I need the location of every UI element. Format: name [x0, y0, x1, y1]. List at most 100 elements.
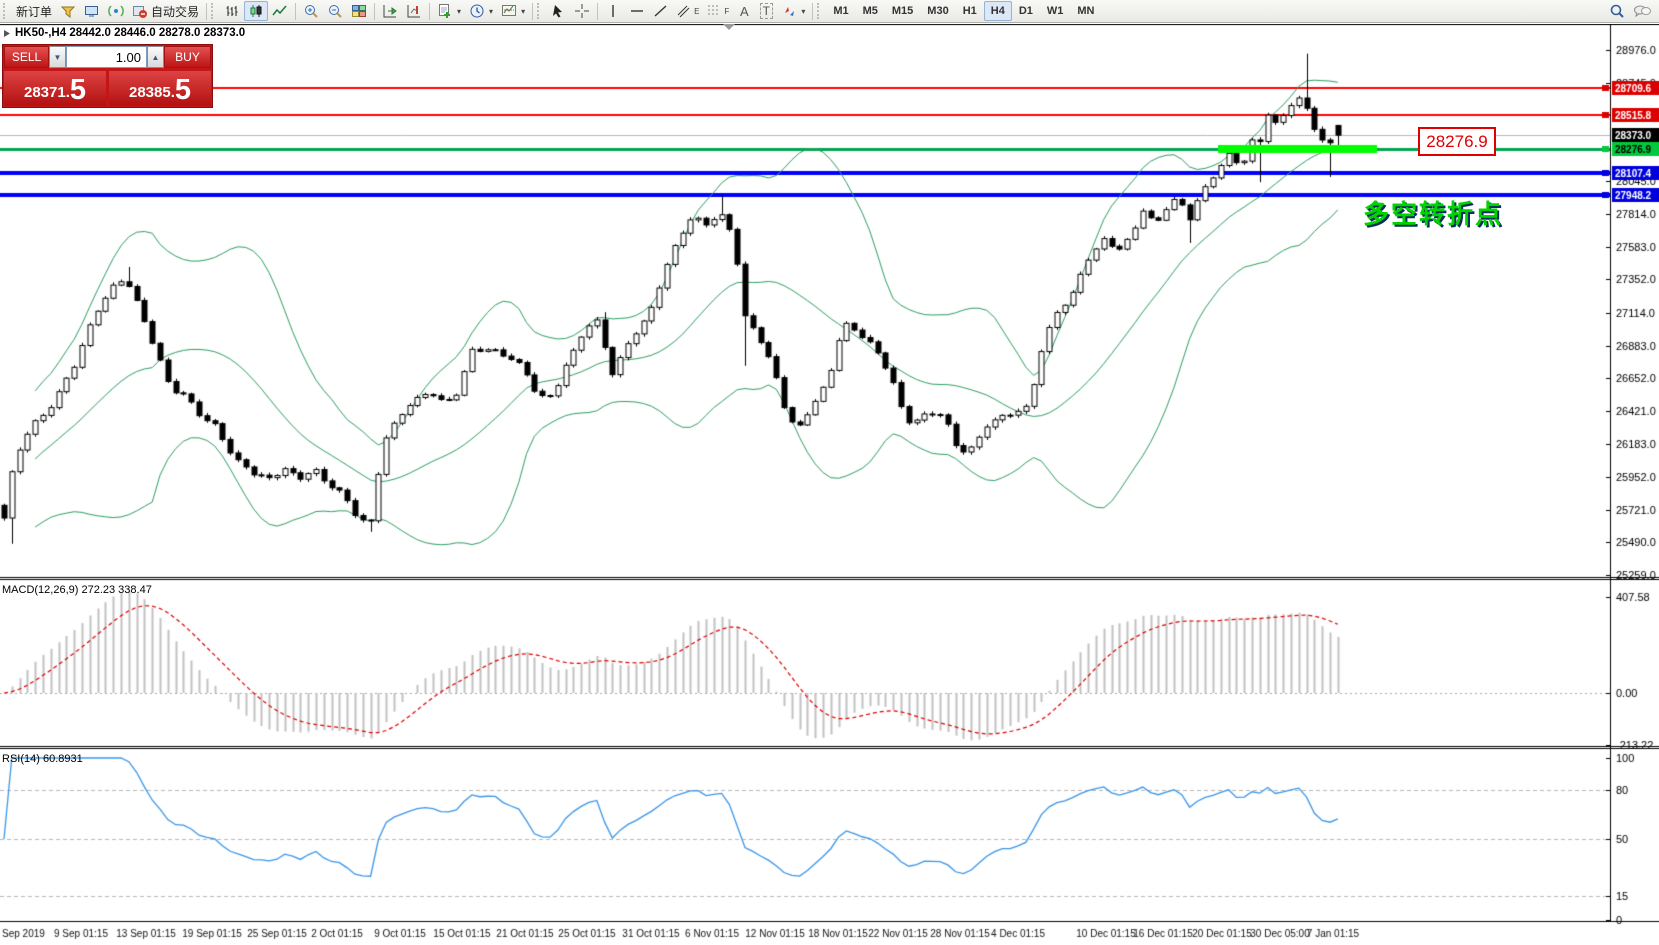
label-tool-glyph: T: [759, 3, 773, 19]
period-clock-button[interactable]: ▾: [465, 1, 497, 21]
fibonacci-icon: [708, 5, 720, 15]
sell-price[interactable]: 28371. 5: [4, 71, 106, 106]
sell-button[interactable]: SELL: [4, 46, 49, 68]
toolbar-separator: [429, 2, 431, 20]
auto-scroll-icon: [383, 5, 397, 18]
timeframe-button-M5[interactable]: M5: [856, 1, 885, 21]
candlestick-chart-button[interactable]: [244, 1, 269, 21]
trendline-icon: [654, 5, 667, 17]
zoom-in-button[interactable]: [299, 1, 323, 21]
funnel-button[interactable]: [56, 1, 80, 21]
fibo-glyph: F: [724, 6, 730, 16]
chart-shift-button[interactable]: [402, 1, 426, 21]
new-chart-button[interactable]: ▾: [433, 1, 465, 21]
buy-price[interactable]: 28385. 5: [109, 71, 211, 106]
toolbar-grip[interactable]: [537, 3, 543, 19]
funnel-icon: [60, 6, 76, 18]
timeframe-button-M15[interactable]: M15: [885, 1, 920, 21]
timeframe-button-H1[interactable]: H1: [956, 1, 984, 21]
timeframe-button-H4[interactable]: H4: [983, 1, 1012, 21]
chart-title: HK50-,H4 28442.0 28446.0 28278.0 28373.0: [15, 27, 246, 39]
timeframe-button-W1[interactable]: W1: [1040, 1, 1071, 21]
zoom-out-button[interactable]: [323, 1, 347, 21]
dropdown-caret-icon: ▾: [489, 6, 494, 16]
toolbar-separator: [812, 2, 814, 20]
auto-scroll-button[interactable]: [378, 1, 402, 21]
line-chart-button[interactable]: [268, 1, 292, 21]
timeframe-button-MN[interactable]: MN: [1070, 1, 1101, 21]
terminal-button[interactable]: [80, 1, 104, 21]
autotrade-label: 自动交易: [151, 4, 200, 19]
chinese-annotation-text: 多空转折点: [1363, 199, 1504, 229]
candlestick-chart-icon: [250, 5, 262, 17]
toolbar-separator: [597, 2, 599, 20]
buy-button[interactable]: BUY: [164, 46, 211, 68]
timeframe-group: M1 M5 M15 M30 H1 H4 D1 W1 MN: [826, 1, 1101, 21]
hline-tool-button[interactable]: [625, 1, 649, 21]
chart-marker-icon: [4, 29, 10, 37]
fibonacci-tool-button[interactable]: F: [703, 1, 733, 21]
macd-indicator-label: MACD(12,26,9) 272.23 338.47: [2, 584, 152, 596]
search-button[interactable]: [1605, 1, 1629, 21]
template-icon: [502, 5, 517, 16]
search-icon: [1610, 4, 1624, 18]
arrows-tool-button[interactable]: ▾: [777, 1, 809, 21]
chat-icon: [1634, 5, 1651, 18]
volume-increase-button[interactable]: ▲: [147, 46, 164, 68]
channel-tool-button[interactable]: E: [673, 1, 703, 21]
arrows-icon: [785, 7, 795, 16]
toolbar-separator: [295, 2, 297, 20]
terminal-icon: [85, 6, 99, 17]
autotrade-button[interactable]: 自动交易: [128, 1, 203, 21]
chart-title-row: HK50-,H4 28442.0 28446.0 28278.0 28373.0: [3, 27, 245, 39]
main-toolbar: 新订单 自动交易 ▾ ▾ ▾ E F A T ▾ M: [0, 0, 1659, 23]
clock-icon: [470, 4, 484, 18]
one-click-trade-panel: SELL ▼ ▲ BUY 28371.5 28385.5: [2, 44, 213, 108]
text-tool-glyph: A: [739, 3, 749, 19]
signal-button[interactable]: [104, 1, 128, 21]
timeframe-button-M30[interactable]: M30: [920, 1, 955, 21]
toolbar-separator: [206, 2, 208, 20]
cursor-tool-button[interactable]: [546, 1, 570, 21]
window-splitter-grip[interactable]: [723, 24, 735, 30]
trade-panel-prices: 28371. 5 28385. 5: [4, 71, 211, 106]
vline-tool-button[interactable]: [601, 1, 625, 21]
volume-decrease-button[interactable]: ▼: [49, 46, 66, 68]
sell-price-pip: 5: [69, 74, 87, 106]
timeframe-button-M1[interactable]: M1: [826, 1, 855, 21]
text-tool-button[interactable]: A: [733, 1, 755, 21]
dropdown-caret-icon: ▾: [521, 6, 526, 16]
bar-chart-button[interactable]: [220, 1, 244, 21]
bar-chart-icon: [226, 6, 238, 16]
toolbar-separator: [532, 2, 534, 20]
dropdown-caret-icon: ▾: [801, 6, 806, 16]
signal-icon: [108, 5, 124, 17]
toolbar-grip[interactable]: [817, 3, 823, 19]
vertical-line-icon: [612, 5, 614, 17]
crosshair-icon: [575, 4, 590, 18]
line-chart-icon: [272, 5, 287, 16]
channel-glyph: E: [694, 6, 700, 16]
chart-canvas[interactable]: [0, 24, 1659, 945]
label-tool-button[interactable]: T: [755, 1, 777, 21]
toolbar-grip[interactable]: [211, 3, 217, 19]
chat-button[interactable]: [1629, 1, 1655, 21]
toolbar-right-group: [1605, 1, 1655, 21]
timeframe-button-D1[interactable]: D1: [1012, 1, 1040, 21]
cursor-icon: [553, 5, 563, 18]
crosshair-tool-button[interactable]: [570, 1, 594, 21]
buy-price-main: 28385.: [128, 84, 175, 101]
zoom-out-icon: [329, 5, 342, 18]
trendline-tool-button[interactable]: [649, 1, 673, 21]
buy-price-pip: 5: [174, 74, 192, 106]
toolbar-separator: [374, 2, 376, 20]
rsi-indicator-label: RSI(14) 60.8931: [2, 753, 83, 765]
dropdown-caret-icon: ▾: [457, 6, 462, 16]
tile-windows-button[interactable]: [347, 1, 371, 21]
new-order-button[interactable]: 新订单: [12, 1, 56, 21]
volume-input[interactable]: [66, 46, 147, 68]
toolbar-grip[interactable]: [3, 3, 9, 19]
chart-shift-icon: [407, 5, 421, 18]
template-button[interactable]: ▾: [497, 1, 529, 21]
